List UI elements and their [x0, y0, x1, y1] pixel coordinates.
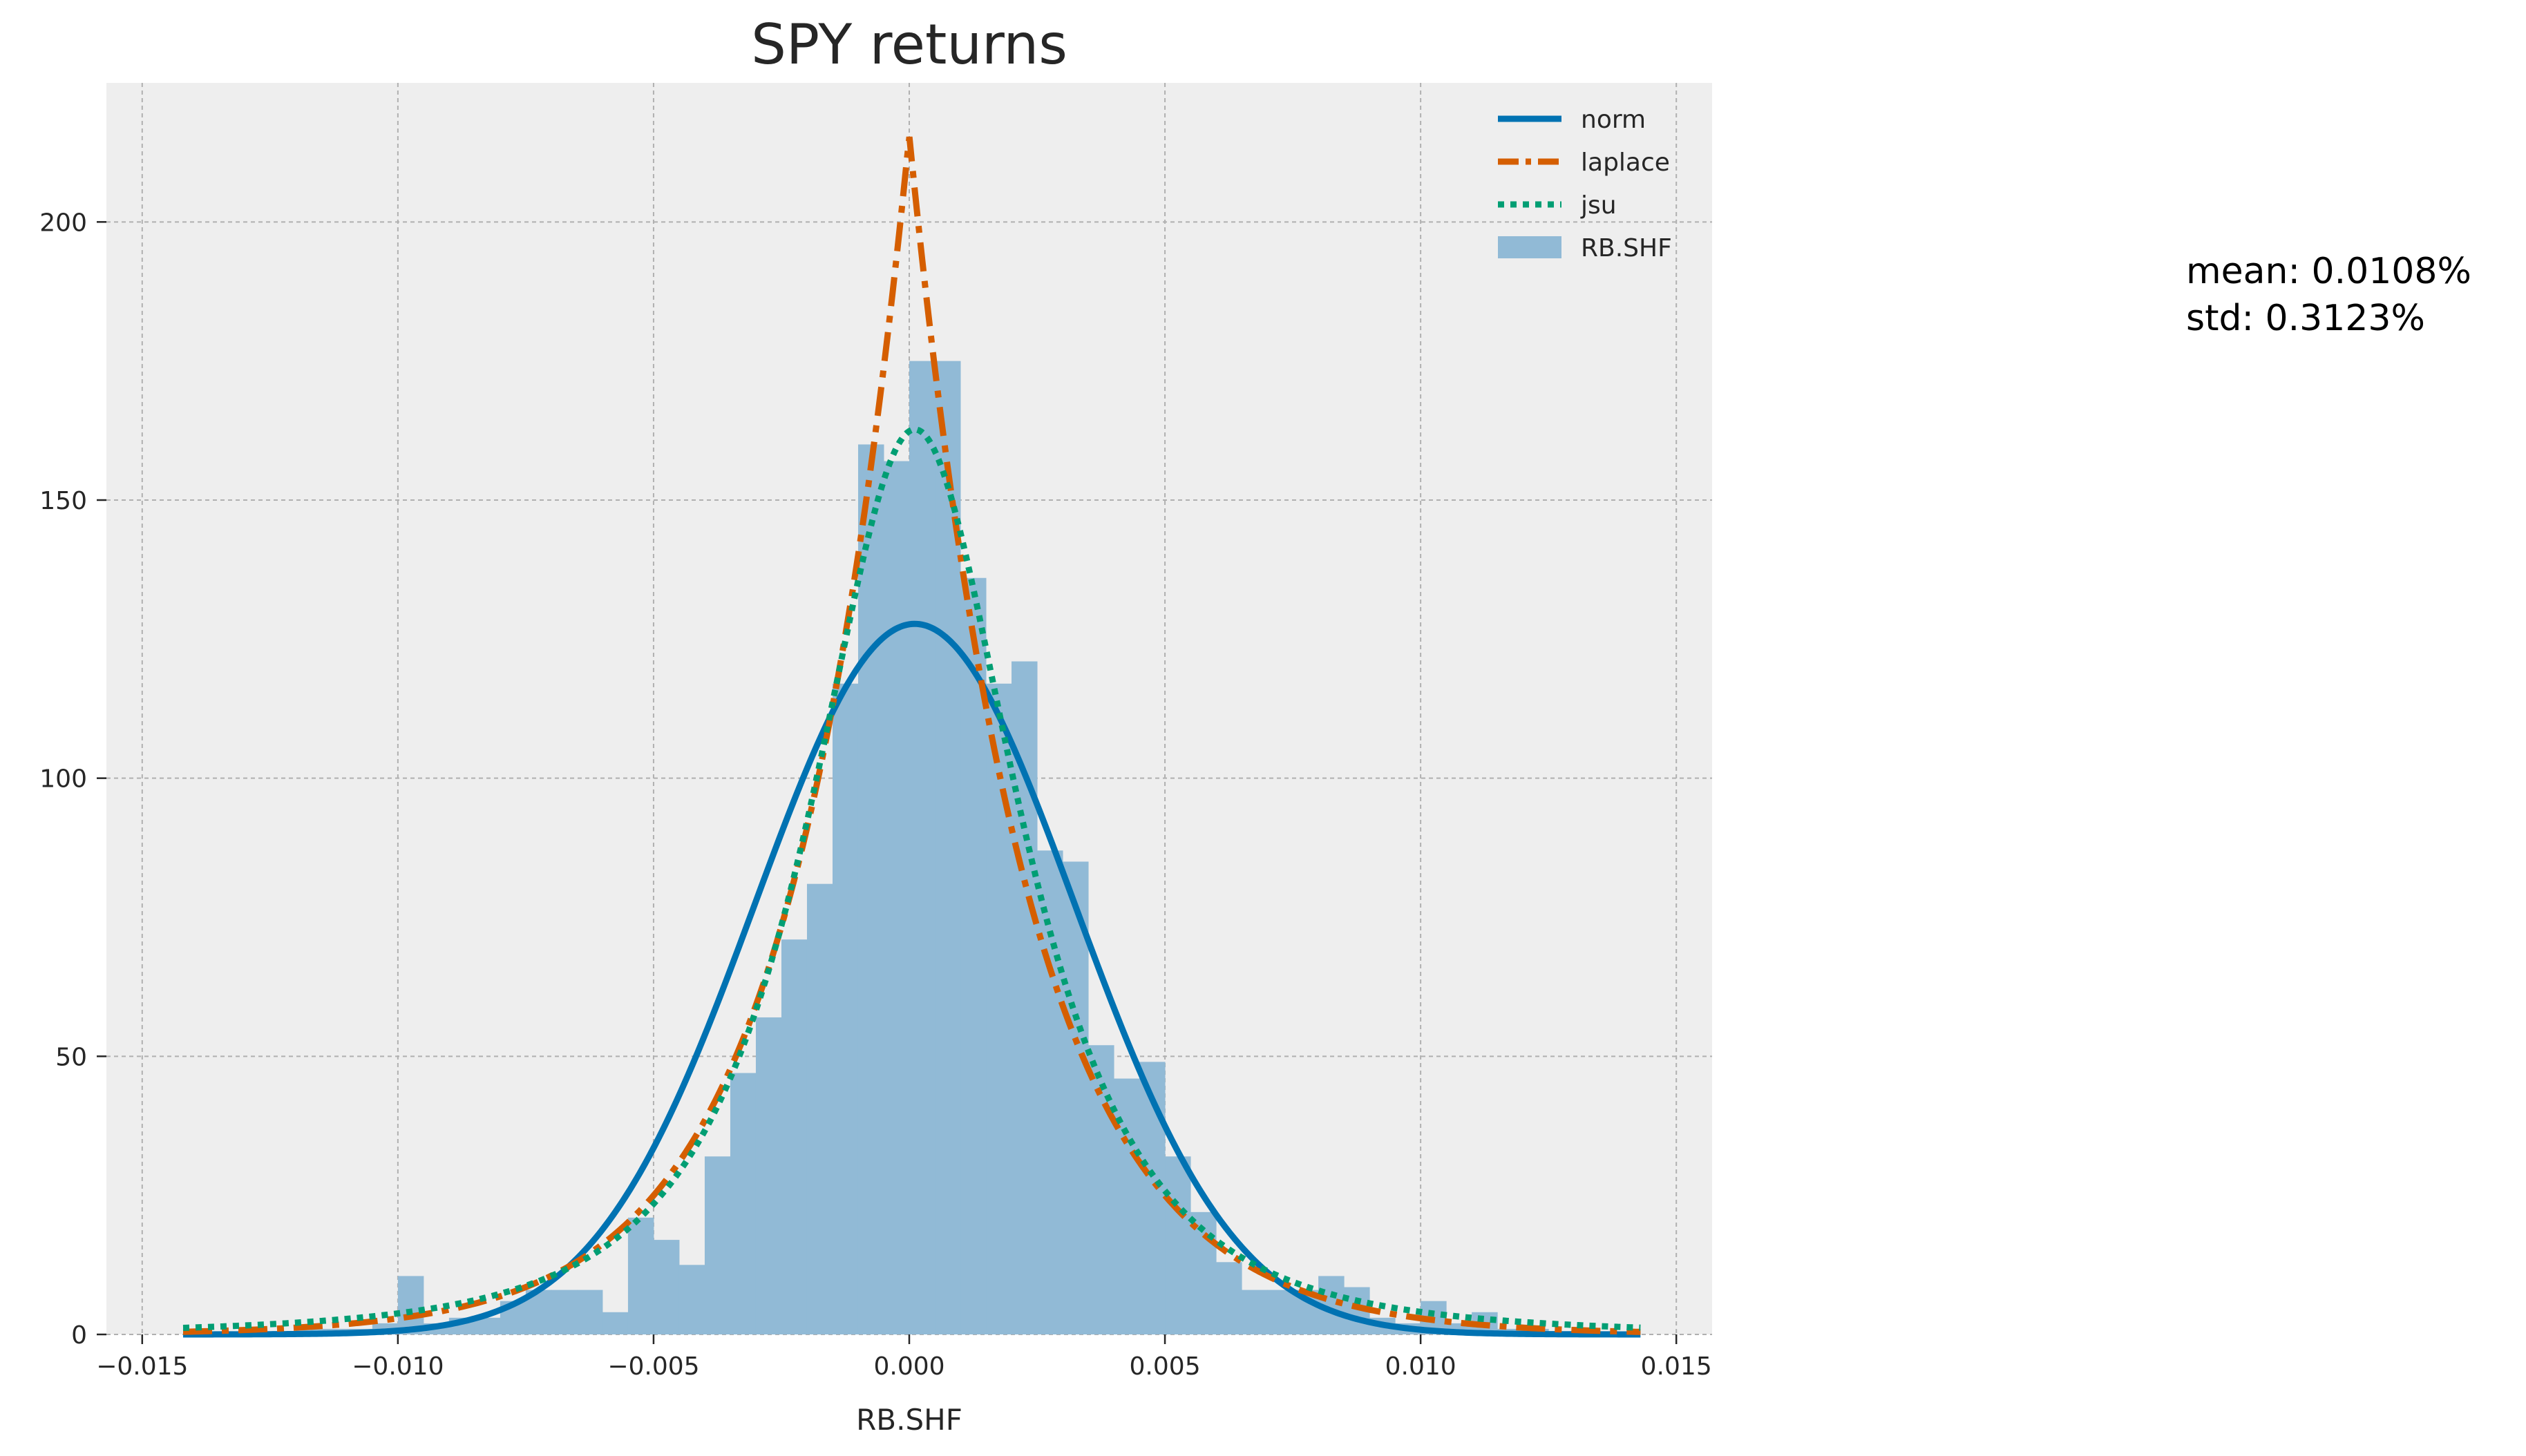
mean-label: mean: 0.0108%: [2186, 251, 2471, 292]
histogram-bar-20: [704, 1156, 731, 1334]
histogram-bar-34: [1063, 861, 1089, 1334]
histogram-bar-41: [1242, 1290, 1268, 1334]
legend: norm laplace jsu RB.SHF: [1498, 106, 1672, 262]
histogram-bar-30: [960, 577, 987, 1335]
histogram-bar-37: [1139, 1062, 1166, 1334]
histogram-bar-15: [576, 1290, 603, 1334]
x-tick-label-4: 0.005: [1130, 1352, 1201, 1381]
legend-swatch-RB.SHF: [1498, 236, 1561, 258]
histogram-bar-31: [986, 683, 1012, 1334]
histogram-bar-27: [883, 461, 910, 1334]
histogram-bar-11: [474, 1317, 501, 1334]
legend-label-laplace: laplace: [1581, 149, 1670, 177]
histogram-bar-8: [397, 1276, 424, 1334]
histogram-bar-23: [781, 939, 808, 1334]
y-tick-label-4: 200: [39, 209, 87, 237]
x-tick-label-3: 0.000: [873, 1352, 944, 1381]
x-tick-label-2: −0.005: [607, 1352, 699, 1381]
x-tick-label-1: −0.010: [352, 1352, 444, 1381]
y-tick-label-0: 0: [71, 1321, 87, 1350]
axes: −0.015 −0.010 −0.005 0.000 0.005 0.010 0.015 0 5…: [39, 209, 1711, 1381]
histogram-bar-40: [1216, 1262, 1242, 1334]
y-tick-label-2: 100: [39, 765, 87, 794]
histogram-bar-36: [1114, 1078, 1140, 1334]
histogram-bar-17: [627, 1217, 654, 1334]
legend-label-RB.SHF: RB.SHF: [1581, 234, 1672, 262]
std-label: std: 0.3123%: [2186, 298, 2425, 339]
histogram-bar-16: [602, 1312, 629, 1334]
norm-curve: [183, 620, 1641, 1338]
histogram-bar-28: [909, 361, 936, 1334]
histogram-bar-19: [678, 1265, 705, 1334]
x-axis-label: RB.SHF: [856, 1403, 962, 1437]
histogram-bar-42: [1267, 1290, 1293, 1334]
histogram-bar-26: [857, 444, 884, 1334]
x-tick-label-6: 0.015: [1641, 1352, 1712, 1381]
x-tick-label-5: 0.010: [1385, 1352, 1456, 1381]
histogram-bar-18: [653, 1240, 680, 1334]
y-tick-label-1: 50: [55, 1043, 87, 1071]
histogram-bar-22: [755, 1017, 782, 1334]
laplace-curve: [182, 136, 1641, 1335]
legend-label-jsu: jsu: [1580, 191, 1617, 220]
histogram-bar-24: [806, 883, 833, 1334]
y-tick-label-3: 150: [39, 487, 87, 515]
histogram-bar-39: [1190, 1211, 1217, 1334]
legend-label-norm: norm: [1581, 106, 1646, 134]
fit-curves: [182, 136, 1641, 1338]
histogram-bar-14: [551, 1290, 578, 1334]
histogram-bar-21: [730, 1073, 757, 1334]
chart-title: SPY returns: [751, 12, 1067, 77]
x-tick-label-0: −0.015: [96, 1352, 188, 1381]
histogram-bar-25: [832, 683, 859, 1334]
histogram-bar-38: [1165, 1156, 1191, 1334]
histogram-bar-32: [1012, 661, 1038, 1334]
